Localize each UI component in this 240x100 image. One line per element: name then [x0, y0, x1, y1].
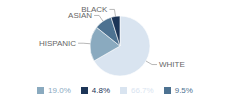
html-text:66.7%: 66.7% — [131, 86, 154, 95]
html-text:19.0%: 19.0% — [48, 86, 71, 95]
svg-text:BLACK: BLACK — [81, 5, 108, 14]
html-text:4.8%: 4.8% — [91, 86, 110, 95]
svg-text:HISPANIC: HISPANIC — [39, 39, 76, 48]
svg-text:ASIAN: ASIAN — [68, 11, 93, 20]
svg-text:WHITE: WHITE — [159, 60, 185, 69]
html-text:9.5%: 9.5% — [174, 86, 193, 95]
